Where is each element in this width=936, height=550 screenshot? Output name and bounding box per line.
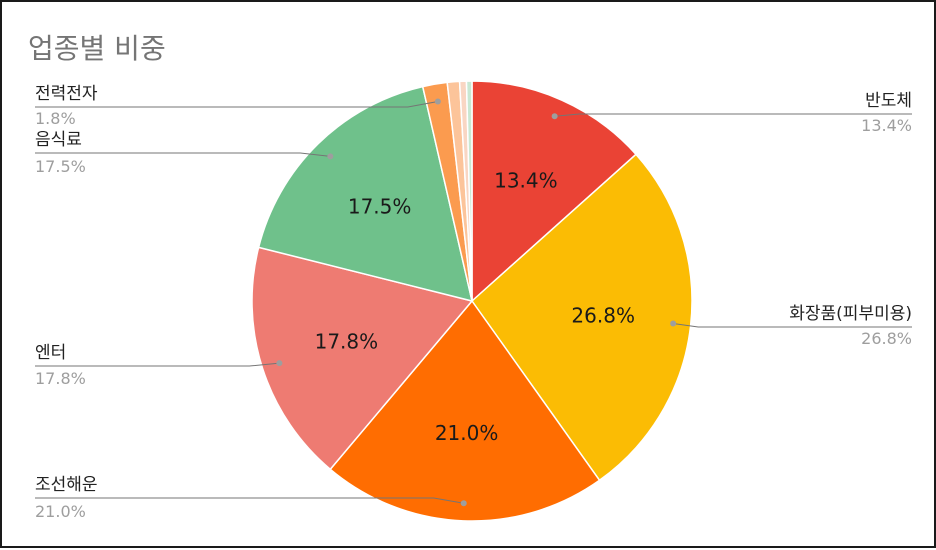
callout-percent: 17.5% [35, 157, 86, 176]
pie-slice-2 [329, 299, 601, 522]
callout-name: 화장품(피부미용) [789, 304, 912, 324]
slice-value-label: 17.5% [348, 195, 412, 219]
callout-percent: 1.8% [35, 109, 76, 128]
pie-slice-4 [257, 85, 474, 303]
leader-line [35, 362, 280, 367]
callout-name: 음식료 [35, 130, 82, 150]
callout-percent: 26.8% [861, 329, 912, 348]
chart-title: 업종별 비중 [28, 32, 166, 65]
pie-slice-3 [251, 246, 474, 471]
leader-dot [434, 98, 441, 105]
callout-name: 전력전자 [35, 84, 98, 104]
leader-dot [276, 360, 283, 367]
leader-line [673, 323, 912, 328]
leader-line [35, 101, 438, 108]
slice-value-label: 21.0% [435, 421, 499, 445]
leader-line [35, 152, 331, 157]
callout-name: 반도체 [865, 91, 912, 111]
slice-value-label: 17.8% [315, 330, 379, 354]
slice-value-label: 13.4% [494, 169, 558, 193]
pie-slice-8 [465, 80, 473, 302]
callout-name: 조선해운 [35, 475, 98, 495]
leader-dot [327, 153, 334, 160]
leader-dot [551, 113, 558, 120]
callout-name: 엔터 [35, 343, 66, 363]
callout-percent: 13.4% [861, 116, 912, 135]
pie-slice-0 [471, 80, 638, 303]
slice-value-label: 26.8% [571, 304, 635, 328]
leader-line [554, 113, 912, 117]
callout-percent: 21.0% [35, 502, 86, 521]
leader-dot [460, 500, 467, 507]
leader-dot [670, 320, 677, 327]
callout-percent: 17.8% [35, 369, 86, 388]
leader-line [35, 497, 464, 504]
